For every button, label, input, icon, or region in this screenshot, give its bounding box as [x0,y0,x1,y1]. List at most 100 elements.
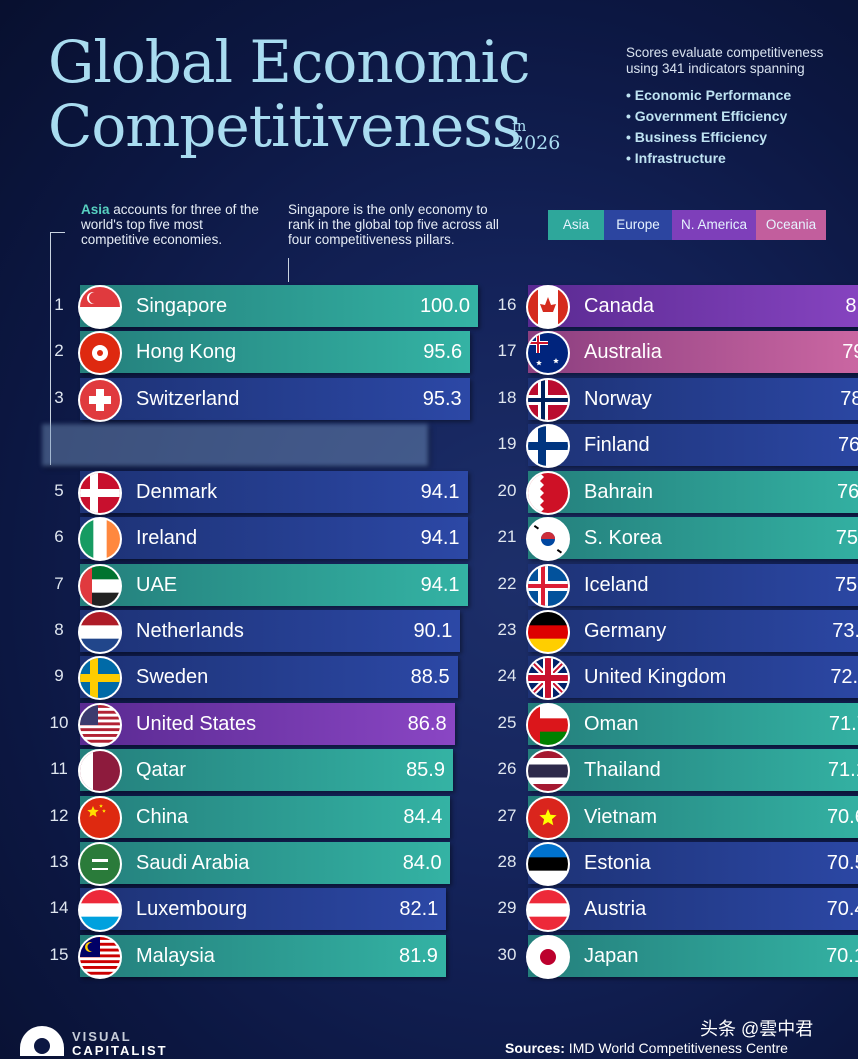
luxembourg-flag-icon [78,888,122,933]
score-value: 84.4 [403,805,443,828]
score-bar [528,609,858,652]
score-bar [80,470,468,513]
country-name: Vietnam [584,805,658,828]
score-value: 70.4 [826,898,858,921]
hong-kong-flag-icon [78,331,122,376]
title-line-2: Competitiveness [48,92,522,160]
rank-number: 18 [497,387,517,407]
pillar-item: Government Efficiency [626,106,791,127]
country-name: Saudi Arabia [136,852,250,875]
country-name: China [136,805,189,828]
note-pointer [288,258,289,282]
canada-flag-icon [526,285,570,329]
country-name: UAE [136,573,178,596]
score-bar [80,749,453,792]
score-bar [528,517,858,560]
rank-number: 14 [49,898,69,918]
score-value: 86.8 [407,712,447,735]
score-bar [80,795,451,838]
malaysia-flag-icon [78,934,122,979]
score-value: 90.1 [413,619,453,642]
sources-line: Sources: IMD World Competitiveness Centr… [505,1040,788,1056]
finland-flag-icon [526,424,570,469]
asia-note-highlight: Asia [81,202,110,217]
rank-number: 24 [497,666,517,686]
country-name: Iceland [584,573,649,596]
rank-number: 27 [497,805,517,825]
score-bar [528,377,858,420]
saudi-arabia-flag-icon [78,842,122,887]
score-value: 88.5 [410,666,450,689]
title-line-1: Global Economic [48,28,531,96]
score-value: 95.3 [422,387,462,410]
rank-number: 19 [497,434,517,454]
title-year-value: 2026 [512,132,561,154]
score-value: 94.1 [420,480,460,503]
score-value: 75.1 [834,573,858,596]
rank-number: 28 [497,852,517,872]
country-name: Singapore [136,295,228,317]
score-bar [528,656,858,699]
score-value: 79.2 [842,341,858,364]
rank-number: 30 [497,944,517,964]
country-name: Norway [584,387,652,410]
rank-number: 16 [497,295,517,314]
country-name: Qatar [136,759,187,782]
score-value: 82.1 [399,898,439,921]
country-name: Malaysia [136,944,215,967]
rank-number: 1 [54,295,64,314]
score-bar [528,563,858,606]
thailand-flag-icon [526,749,570,794]
rank-number: 26 [497,759,517,779]
country-name: Estonia [584,852,651,875]
rank-number: 17 [497,341,517,361]
score-bar [80,609,461,652]
rank-number: 22 [497,573,517,593]
logo-word-1: VISUAL [72,1029,132,1044]
singapore-flag-icon [78,285,122,329]
score-bar [528,470,858,513]
pillar-list: Economic Performance Government Efficien… [626,85,791,169]
score-value: 73.6 [832,619,858,642]
score-bar [528,749,858,792]
score-value: 78.1 [840,387,858,410]
sources-text: IMD World Competitiveness Centre [564,1040,788,1056]
score-bar [528,934,858,977]
score-bar [80,888,447,931]
intro-text: Scores evaluate competitiveness using 34… [626,45,824,76]
rank-number: 29 [497,898,517,918]
score-bar [80,331,471,374]
score-bar [80,563,468,606]
score-bar [528,285,858,327]
legend-north-america: N. America [672,210,756,240]
rank-number: 25 [497,712,517,732]
legend: Asia Europe N. America Oceania [548,210,826,240]
united-kingdom-flag-icon [526,656,570,701]
top-five-bracket [50,232,65,465]
country-name: Austria [584,898,647,921]
japan-flag-icon [526,934,570,979]
country-name: Luxembourg [136,898,248,921]
score-value: 94.1 [420,573,460,596]
estonia-flag-icon [526,842,570,887]
switzerland-flag-icon [78,377,122,422]
country-name: S. Korea [584,527,662,550]
rank-number: 11 [50,759,68,779]
legend-oceania: Oceania [756,210,826,240]
score-value: 76.3 [837,480,858,503]
country-name: Denmark [136,480,218,503]
score-bar [80,656,458,699]
watermark: 头条 @雲中君 [700,1019,814,1039]
vietnam-flag-icon [526,795,570,840]
score-value: 95.6 [423,341,463,364]
score-bar [80,702,455,745]
score-value: 75.6 [835,527,858,550]
score-value: 70.1 [826,944,858,967]
australia-flag-icon [526,331,570,376]
rank-number: 6 [54,527,64,547]
score-value: 71.1 [827,759,858,782]
pillar-item: Infrastructure [626,148,791,169]
score-value: 71.7 [828,712,858,735]
chart-title: Global Economic Competitiveness [48,28,531,160]
country-name: United States [136,712,257,735]
